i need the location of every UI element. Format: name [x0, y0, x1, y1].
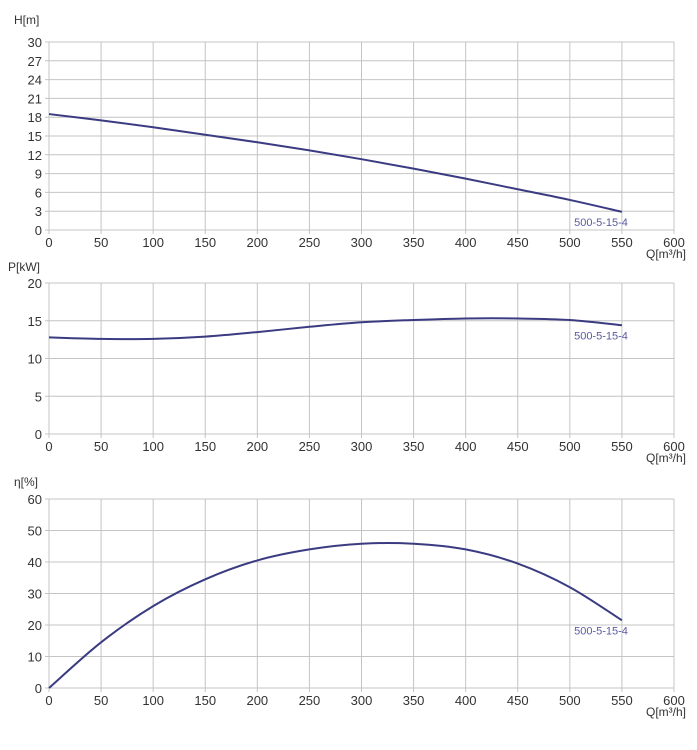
x-tick-label: 200	[246, 693, 268, 708]
series-label: 500-5-15-4	[574, 625, 628, 637]
x-tick-label: 150	[194, 439, 216, 454]
y-tick-label: 0	[35, 223, 42, 238]
x-tick-label: 200	[246, 235, 268, 250]
x-tick-label: 500	[559, 693, 581, 708]
x-axis-label: Q[m³/h]	[646, 451, 686, 465]
y-axis-label: P[kW]	[8, 260, 40, 274]
x-tick-label: 0	[45, 439, 52, 454]
x-tick-label: 400	[455, 693, 477, 708]
x-tick-label: 550	[611, 235, 633, 250]
y-tick-label: 15	[28, 129, 42, 144]
x-tick-label: 0	[45, 235, 52, 250]
x-tick-label: 600	[663, 439, 685, 454]
x-axis-label: Q[m³/h]	[646, 247, 686, 261]
x-tick-label: 450	[507, 439, 529, 454]
x-tick-label: 300	[351, 235, 373, 250]
y-tick-label: 50	[28, 524, 42, 539]
x-tick-label: 100	[142, 235, 164, 250]
x-tick-label: 50	[94, 235, 108, 250]
y-tick-label: 30	[28, 587, 42, 602]
x-tick-label: 250	[299, 693, 321, 708]
y-tick-label: 21	[28, 91, 42, 106]
x-tick-label: 50	[94, 693, 108, 708]
x-tick-label: 500	[559, 235, 581, 250]
y-axis-label: η[%]	[14, 475, 38, 489]
y-tick-label: 9	[35, 167, 42, 182]
series-curve	[48, 113, 623, 213]
x-tick-label: 0	[45, 693, 52, 708]
x-tick-label: 350	[403, 235, 425, 250]
y-tick-label: 10	[28, 650, 42, 665]
y-tick-label: 18	[28, 110, 42, 125]
x-tick-label: 50	[94, 439, 108, 454]
y-tick-label: 0	[35, 427, 42, 442]
x-tick-label: 450	[507, 693, 529, 708]
x-tick-label: 350	[403, 439, 425, 454]
x-tick-label: 550	[611, 693, 633, 708]
x-tick-label: 400	[455, 235, 477, 250]
y-tick-label: 40	[28, 555, 42, 570]
y-tick-label: 5	[35, 389, 42, 404]
x-tick-label: 150	[194, 693, 216, 708]
y-tick-label: 3	[35, 204, 42, 219]
x-tick-label: 600	[663, 693, 685, 708]
x-tick-label: 150	[194, 235, 216, 250]
x-tick-label: 400	[455, 439, 477, 454]
series-curve	[48, 317, 623, 341]
y-tick-label: 6	[35, 185, 42, 200]
y-tick-label: 20	[28, 618, 42, 633]
x-tick-label: 350	[403, 693, 425, 708]
x-axis-label: Q[m³/h]	[646, 705, 686, 719]
x-tick-label: 100	[142, 439, 164, 454]
y-tick-label: 10	[28, 352, 42, 367]
x-tick-label: 300	[351, 693, 373, 708]
y-tick-label: 0	[35, 681, 42, 696]
y-tick-label: 15	[28, 314, 42, 329]
y-tick-label: 12	[28, 148, 42, 163]
series-label: 500-5-15-4	[574, 217, 628, 229]
x-tick-label: 250	[299, 235, 321, 250]
y-tick-label: 20	[28, 276, 42, 291]
x-tick-label: 250	[299, 439, 321, 454]
x-tick-label: 300	[351, 439, 373, 454]
y-axis-label: H[m]	[14, 13, 39, 27]
x-tick-label: 600	[663, 235, 685, 250]
y-tick-label: 30	[28, 35, 42, 50]
x-tick-label: 500	[559, 439, 581, 454]
series-label: 500-5-15-4	[574, 330, 628, 342]
x-tick-label: 100	[142, 693, 164, 708]
x-tick-label: 450	[507, 235, 529, 250]
y-tick-label: 60	[28, 492, 42, 507]
y-tick-label: 24	[28, 73, 42, 88]
x-tick-label: 550	[611, 439, 633, 454]
y-tick-label: 27	[28, 54, 42, 69]
x-tick-label: 200	[246, 439, 268, 454]
series-curve	[48, 542, 623, 689]
